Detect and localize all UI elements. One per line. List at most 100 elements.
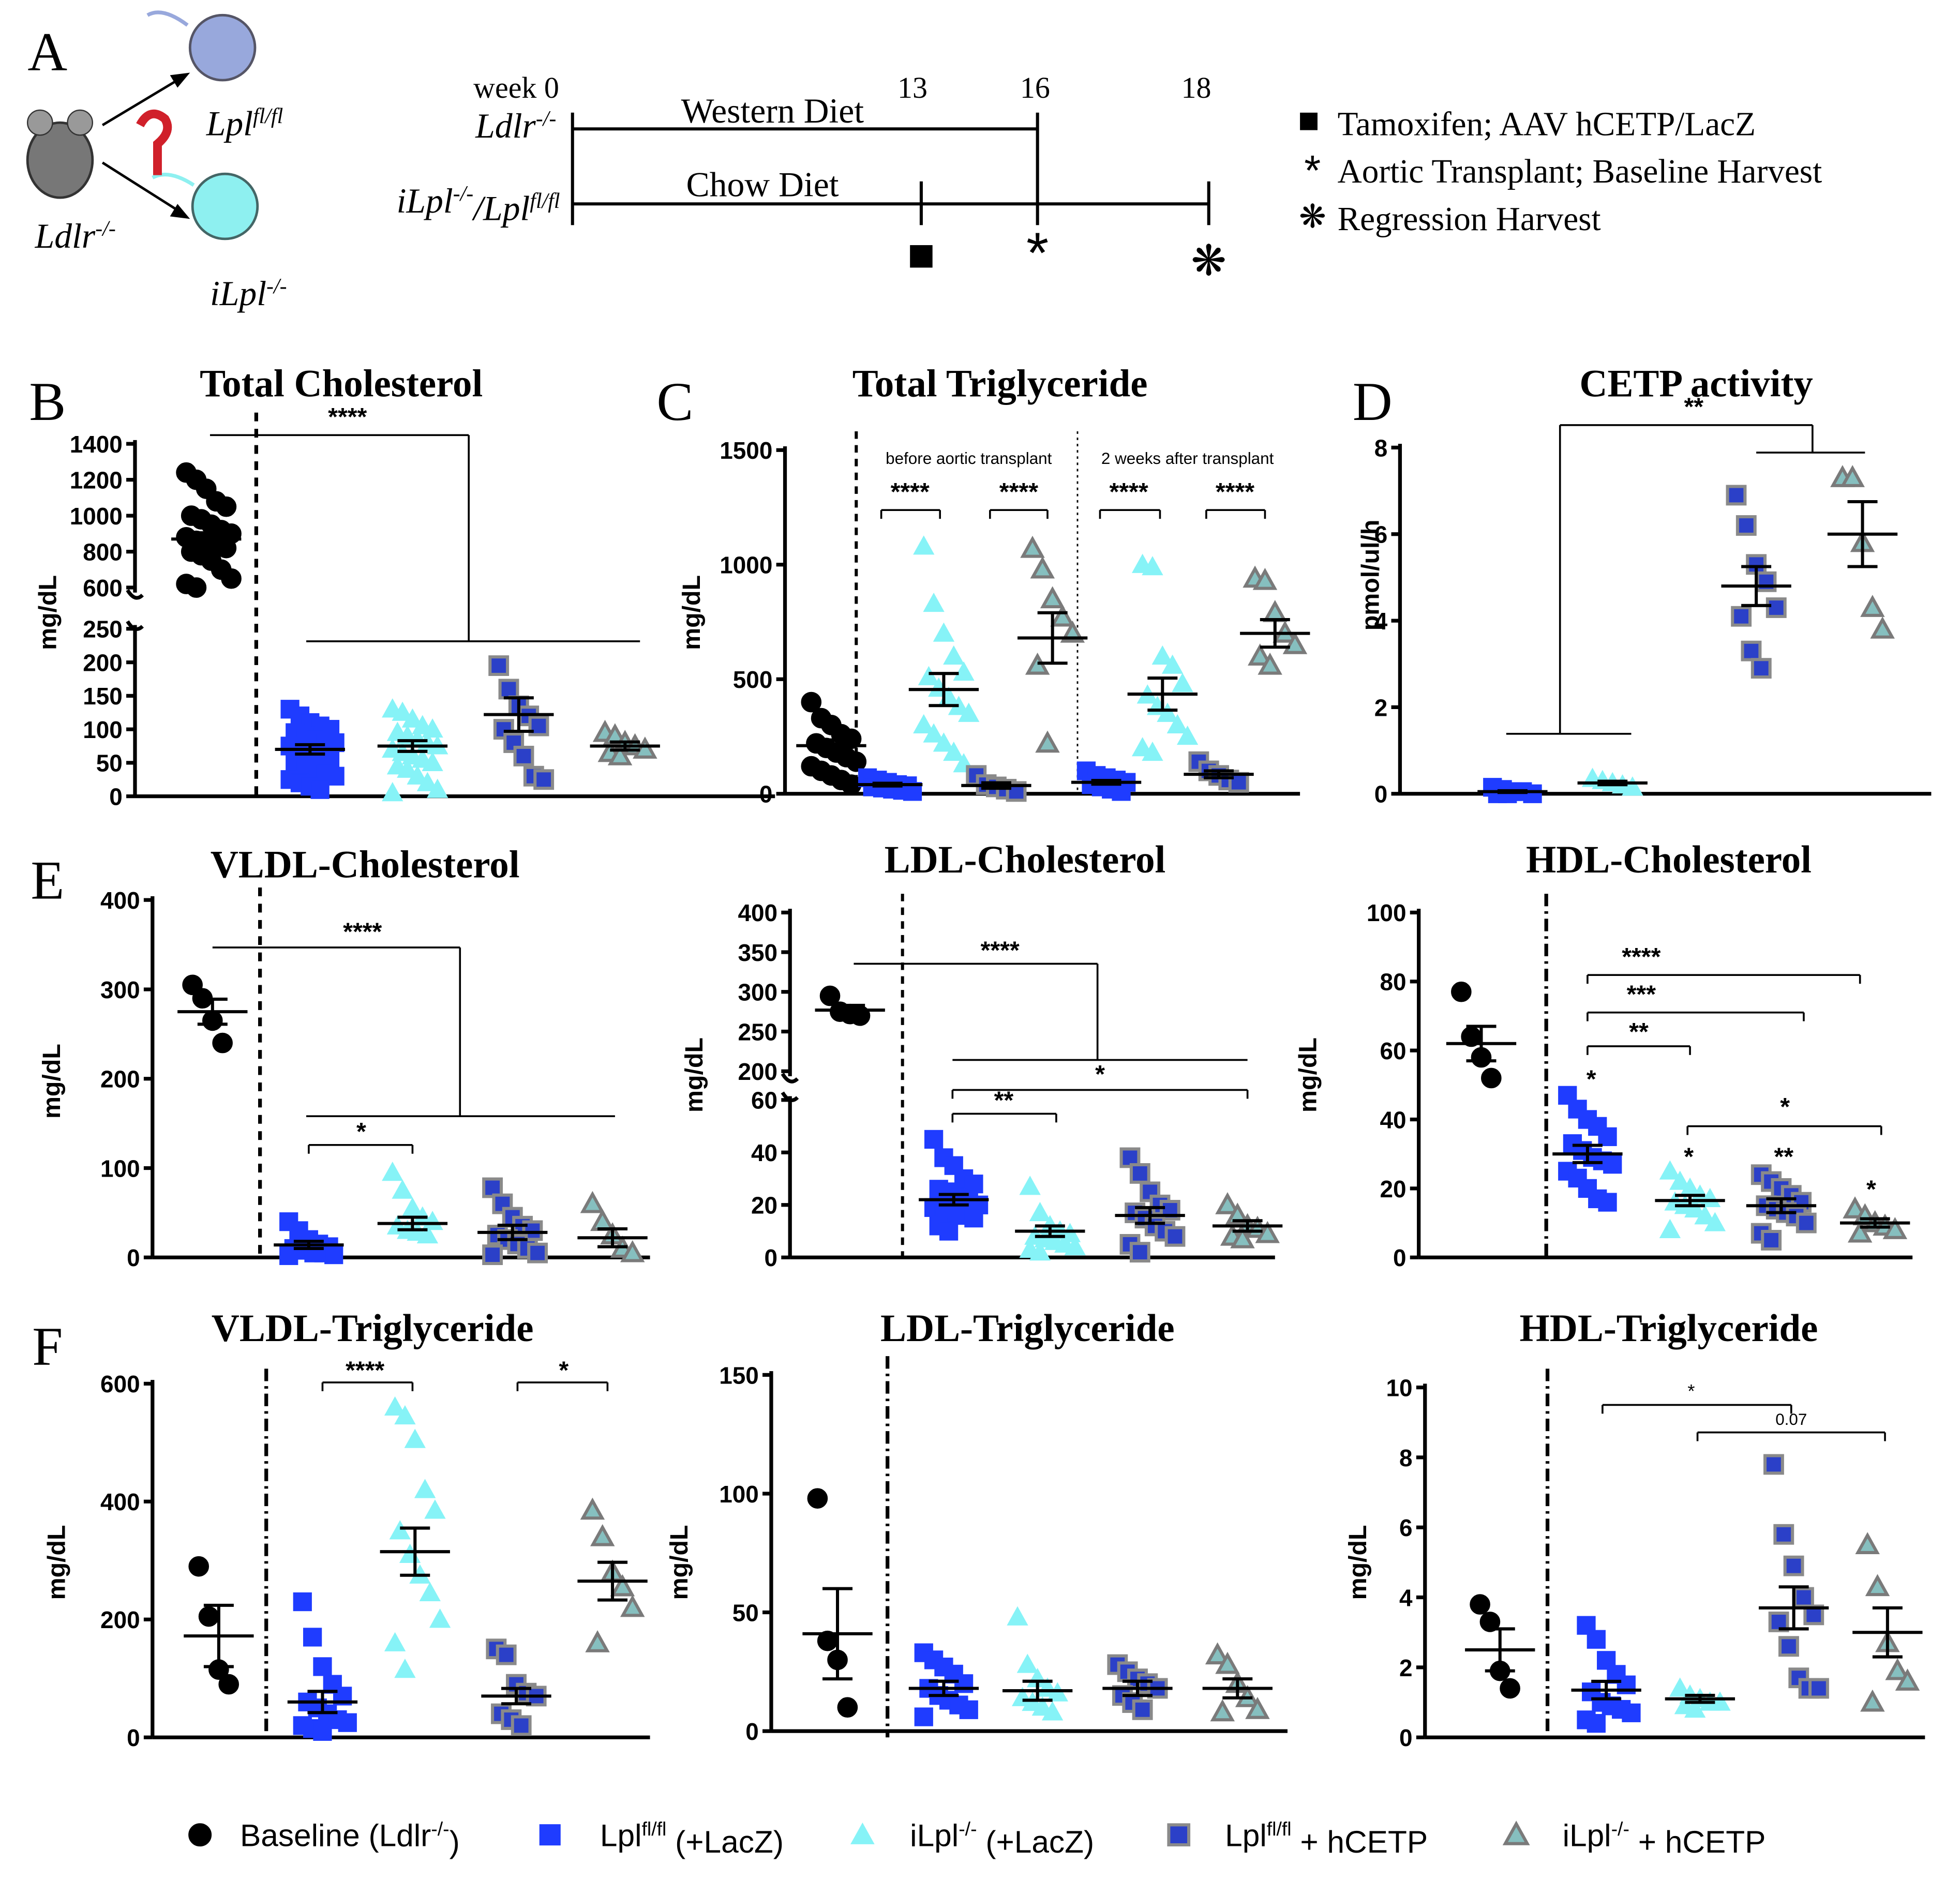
point xyxy=(188,1823,212,1847)
y-tick-label: 300 xyxy=(738,979,777,1006)
mouse-icons xyxy=(26,10,259,240)
sem-bar xyxy=(1591,1679,1622,1701)
y-tick-label: 50 xyxy=(96,750,123,777)
annotation: ** xyxy=(1629,1018,1649,1046)
arrow xyxy=(101,79,178,127)
text-part: Lpl xyxy=(1225,1817,1267,1853)
diet-label: Chow Diet xyxy=(686,166,839,204)
text-part: + hCETP xyxy=(1292,1824,1428,1859)
timeline xyxy=(571,112,1318,268)
mouse-ldlr xyxy=(26,121,94,199)
text-part: -/- xyxy=(536,107,557,131)
point xyxy=(407,765,428,785)
week-label: 16 xyxy=(1020,71,1050,104)
y-tick-label: 1000 xyxy=(70,503,123,530)
panel-letter: A xyxy=(27,21,67,82)
point xyxy=(580,1497,605,1520)
text-part: Ldlr xyxy=(475,107,536,145)
sem-bar xyxy=(1260,618,1290,649)
text-part: fl/fl xyxy=(530,189,560,213)
annotation: * xyxy=(1684,1142,1694,1170)
y-tick-label: 0 xyxy=(1393,1244,1407,1271)
arrow-head xyxy=(170,204,190,219)
y-tick-label: 0 xyxy=(1399,1724,1413,1751)
annotation: **** xyxy=(999,478,1038,506)
sem-bar xyxy=(929,1679,959,1697)
point xyxy=(837,1697,858,1718)
event-asterisk: * xyxy=(1026,220,1049,285)
point xyxy=(498,679,519,700)
mouse-lpl xyxy=(188,13,257,82)
point xyxy=(620,1595,645,1617)
panel-letter: B xyxy=(29,371,66,432)
sem-bar xyxy=(503,696,534,733)
sem-bar xyxy=(295,743,325,756)
point xyxy=(1161,654,1184,674)
text-part: Lpl xyxy=(206,104,253,143)
y-tick-label: 250 xyxy=(83,616,123,643)
y-axis-label: mg/dL xyxy=(1344,1525,1372,1600)
point xyxy=(1735,515,1757,536)
chart-title: HDL-Triglyceride xyxy=(1520,1307,1818,1350)
text-part: iLpl xyxy=(1563,1817,1611,1853)
y-tick-label: 400 xyxy=(738,899,777,926)
text-part: -/- xyxy=(431,1818,449,1840)
point xyxy=(1622,1703,1641,1722)
y-tick-label: 1500 xyxy=(720,437,772,464)
point xyxy=(1142,741,1163,761)
event-label: Regression Harvest xyxy=(1338,201,1601,238)
chart-title: LDL-Cholesterol xyxy=(885,838,1166,881)
y-tick-label: 200 xyxy=(100,1606,140,1633)
point xyxy=(1040,586,1065,609)
annotation: * xyxy=(1095,1060,1105,1088)
y-tick-label: 50 xyxy=(732,1599,759,1626)
point xyxy=(943,741,965,761)
y-tick-label: 0 xyxy=(765,1244,778,1271)
point xyxy=(513,745,534,766)
point xyxy=(394,1659,416,1678)
point xyxy=(607,743,633,765)
event-flower: ❋ xyxy=(1299,199,1326,235)
sem-bar xyxy=(1872,1606,1903,1659)
point xyxy=(953,661,975,681)
sem-bar xyxy=(197,997,228,1026)
y-tick-label: 20 xyxy=(1380,1176,1406,1202)
legend-label: Lplfl/fl + hCETP xyxy=(1225,1817,1428,1859)
point xyxy=(212,1032,233,1054)
point xyxy=(416,1224,439,1244)
sem-bar xyxy=(1222,1677,1253,1699)
sem-bar xyxy=(397,739,428,753)
point xyxy=(1587,1630,1606,1649)
point xyxy=(429,1608,451,1628)
sem-bar xyxy=(400,1526,430,1577)
point xyxy=(488,655,510,676)
week-label: 13 xyxy=(897,71,927,104)
point xyxy=(221,568,242,589)
point xyxy=(807,1488,828,1509)
point xyxy=(1741,640,1762,661)
chart-title: LDL-Triglyceride xyxy=(880,1307,1175,1350)
point xyxy=(414,1479,436,1498)
y-tick-label: 600 xyxy=(100,1371,140,1397)
point xyxy=(1766,597,1787,618)
point xyxy=(424,1499,446,1519)
point xyxy=(1479,1612,1501,1632)
point xyxy=(1225,1202,1250,1225)
mouse-ear xyxy=(26,109,53,136)
point xyxy=(924,1130,944,1149)
point xyxy=(528,715,549,736)
sem-bar xyxy=(1204,769,1234,779)
point xyxy=(1258,652,1282,675)
annotation: **** xyxy=(1622,943,1660,971)
sem-bar xyxy=(1778,1585,1809,1631)
sem-bar xyxy=(1685,1693,1715,1704)
row-label: Ldlr-/- xyxy=(475,107,556,145)
point xyxy=(914,1707,933,1726)
text-part: -/- xyxy=(453,182,474,206)
event-asterisk: * xyxy=(1304,147,1321,194)
point xyxy=(590,1524,615,1546)
point xyxy=(1041,1701,1064,1721)
point xyxy=(496,1644,517,1665)
y-tick-label: 1400 xyxy=(70,431,123,458)
mouse-ilpl xyxy=(191,172,259,240)
